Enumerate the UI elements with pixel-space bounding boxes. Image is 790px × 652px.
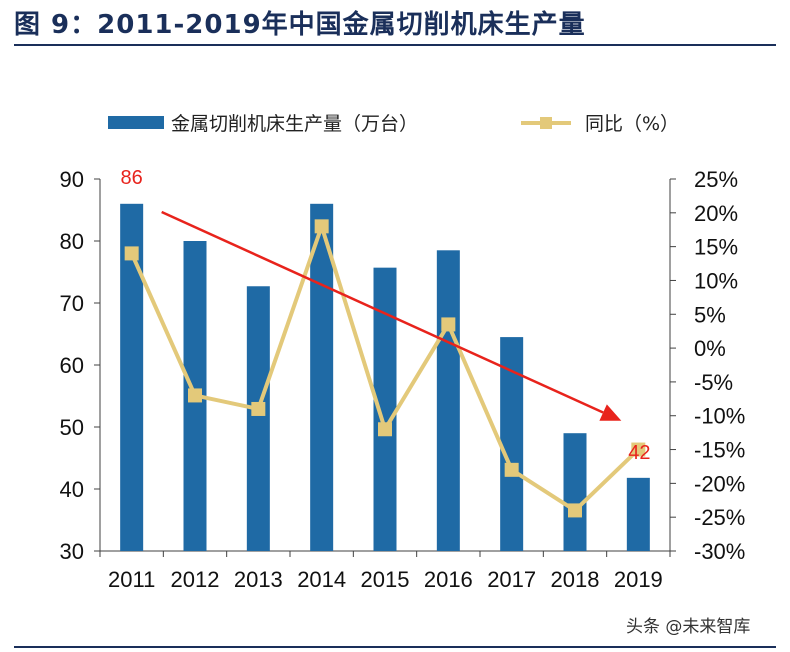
- y-right-tick-label: -20%: [694, 471, 745, 496]
- bar-series: [120, 203, 650, 552]
- legend-bar-label: 金属切削机床生产量（万台）: [171, 113, 418, 135]
- legend-line-marker: [540, 117, 552, 129]
- x-tick-label: 2017: [487, 567, 536, 592]
- annotation-end-value: 42: [628, 442, 650, 464]
- y-right-tick-label: 10%: [694, 268, 738, 293]
- annotation-start-value: 86: [121, 167, 143, 189]
- yoy-point-2015: [378, 422, 392, 437]
- x-tick-label: 2015: [361, 567, 410, 592]
- yoy-point-2017: [504, 462, 519, 477]
- yoy-point-2018: [568, 503, 582, 518]
- y-right-tick-label: -30%: [694, 539, 745, 564]
- yoy-point-2013: [251, 401, 266, 416]
- y-left-tick-label: 80: [60, 229, 84, 254]
- bar-2013: [246, 286, 270, 551]
- y-right-tick-label: 15%: [694, 235, 738, 260]
- y-right-tick-label: -15%: [694, 438, 745, 463]
- y-right-tick-label: -10%: [694, 404, 745, 429]
- y-right-tick-label: -5%: [694, 370, 733, 395]
- yoy-point-2011: [124, 246, 139, 261]
- x-tick-label: 2012: [171, 567, 220, 592]
- y-left-tick-label: 60: [60, 353, 84, 378]
- line-series: [124, 219, 646, 518]
- bar-2018: [563, 433, 587, 551]
- title-rule: [14, 44, 776, 46]
- legend-bar-swatch: [108, 116, 164, 129]
- page-title: 图 9：2011-2019年中国金属切削机床生产量: [14, 10, 586, 40]
- y-left-tick-label: 90: [60, 167, 84, 192]
- x-tick-label: 2011: [108, 567, 155, 592]
- trend-arrow: [161, 210, 622, 421]
- y-right-tick-label: 0%: [694, 336, 726, 361]
- y-left-tick-label: 50: [60, 415, 84, 440]
- yoy-point-2012: [188, 388, 202, 403]
- x-tick-labels: 2011 2012 2013 2014 2015 2016 2017 2018 2019: [108, 567, 663, 592]
- bar-2011: [120, 203, 144, 552]
- bar-2017: [500, 337, 524, 551]
- x-tick-label: 2019: [614, 567, 663, 592]
- yoy-point-2014: [314, 219, 329, 234]
- y-left-tick-label: 70: [60, 291, 84, 316]
- bar-2014: [310, 203, 334, 552]
- watermark: 头条 @未来智库: [626, 617, 751, 637]
- yoy-point-2019: [631, 442, 646, 457]
- y-left-tick-label: 40: [60, 477, 84, 502]
- bar-2019: [626, 477, 650, 551]
- y-right-tick-label: 5%: [694, 302, 726, 327]
- legend: 金属切削机床生产量（万台） 同比（%）: [108, 113, 679, 135]
- trend-arrow-head: [599, 404, 622, 421]
- bottom-rule: [14, 646, 776, 648]
- x-tick-label: 2014: [297, 567, 346, 592]
- y-right-tick-label: 20%: [694, 201, 738, 226]
- x-tick-label: 2018: [551, 567, 600, 592]
- y-left-tick-label: 30: [60, 539, 84, 564]
- x-tick-label: 2013: [234, 567, 283, 592]
- legend-line-label: 同比（%）: [585, 113, 679, 135]
- x-tick-label: 2016: [424, 567, 473, 592]
- axes: 30 40 50 60 70 80 90 -30% -25% -20% -15% -10% -5% 0% 5…: [60, 167, 746, 564]
- y-right-tick-label: -25%: [694, 505, 745, 530]
- annotations: 86 42: [121, 167, 651, 464]
- y-right-tick-label: 25%: [694, 167, 738, 192]
- trend-arrow-line: [161, 210, 604, 414]
- bar-2015: [373, 267, 397, 551]
- yoy-point-2016: [441, 317, 456, 332]
- bar-2016: [436, 250, 460, 552]
